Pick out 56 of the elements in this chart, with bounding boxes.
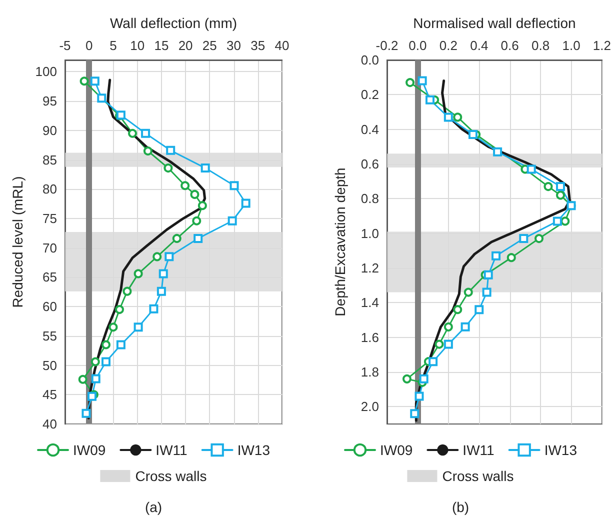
- y-tick-label: 1.2: [360, 260, 379, 276]
- y-tick-label: 80: [42, 182, 57, 197]
- x-tick-label: 5: [110, 38, 117, 53]
- y-tick-label: 60: [42, 299, 57, 314]
- y-tick-label: 1.4: [360, 295, 379, 310]
- y-tick-label: 40: [42, 416, 57, 432]
- y-tick-label: 0.4: [360, 122, 379, 137]
- y-tick-label: 1.8: [360, 364, 379, 380]
- x-tick-label: 1.0: [562, 38, 580, 53]
- legend-label: IW13: [544, 442, 578, 458]
- x-tick-label: 15: [154, 38, 169, 53]
- x-tick-label: -5: [59, 38, 71, 53]
- y-tick-label: 70: [42, 240, 57, 256]
- y-tick-label: 0.8: [360, 191, 379, 206]
- x-tick-label: 0.8: [532, 38, 550, 53]
- y-tick-label: 85: [42, 152, 57, 168]
- legend-label: Cross walls: [442, 468, 514, 484]
- y-axis-title: Depth/Excavation depth: [332, 168, 348, 316]
- x-tick-label: 40: [274, 38, 290, 53]
- x-tick-label: 0.0: [408, 38, 427, 53]
- x-axis-title: Normalised wall deflection: [413, 15, 576, 31]
- y-tick-label: 50: [42, 358, 57, 373]
- y-tick-label: 45: [42, 387, 57, 402]
- y-tick-label: 55: [42, 328, 57, 344]
- x-tick-label: 25: [202, 38, 217, 53]
- y-tick-label: 1.6: [360, 330, 379, 345]
- x-tick-label: 30: [226, 38, 242, 53]
- legend-label: IW11: [156, 442, 188, 458]
- legend-label: IW11: [462, 442, 495, 458]
- x-tick-label: 20: [178, 38, 193, 53]
- x-tick-label: 0.2: [439, 38, 458, 53]
- x-tick-label: 10: [130, 38, 145, 53]
- y-axis-title: Reduced level (mRL): [9, 176, 26, 308]
- y-tick-label: 0.6: [360, 156, 379, 172]
- y-tick-label: 95: [42, 94, 57, 109]
- x-tick-label: 35: [250, 38, 266, 53]
- y-tick-label: 2.0: [360, 399, 379, 414]
- x-tick-label: 1.2: [592, 38, 612, 53]
- x-tick-label: 0: [85, 38, 93, 53]
- x-tick-label: 0.4: [470, 38, 488, 53]
- x-axis-title: Wall deflection (mm): [110, 15, 238, 31]
- legend-label: Cross walls: [135, 468, 207, 484]
- y-tick-label: 65: [42, 270, 57, 285]
- y-tick-label: 1.0: [360, 226, 379, 241]
- y-tick-label: 0.0: [360, 52, 379, 68]
- y-tick-label: 90: [42, 122, 57, 138]
- y-tick-label: 100: [35, 64, 57, 80]
- y-tick-label: 75: [42, 211, 57, 226]
- legend-label: IW13: [237, 442, 270, 458]
- legend-label: IW09: [73, 442, 106, 458]
- x-tick-label: -0.2: [376, 38, 398, 53]
- x-tick-label: 0.6: [500, 38, 519, 53]
- legend-label: IW09: [380, 442, 413, 458]
- y-tick-label: 0.2: [360, 87, 379, 102]
- text: (b): [452, 499, 470, 515]
- text: (a): [144, 499, 162, 515]
